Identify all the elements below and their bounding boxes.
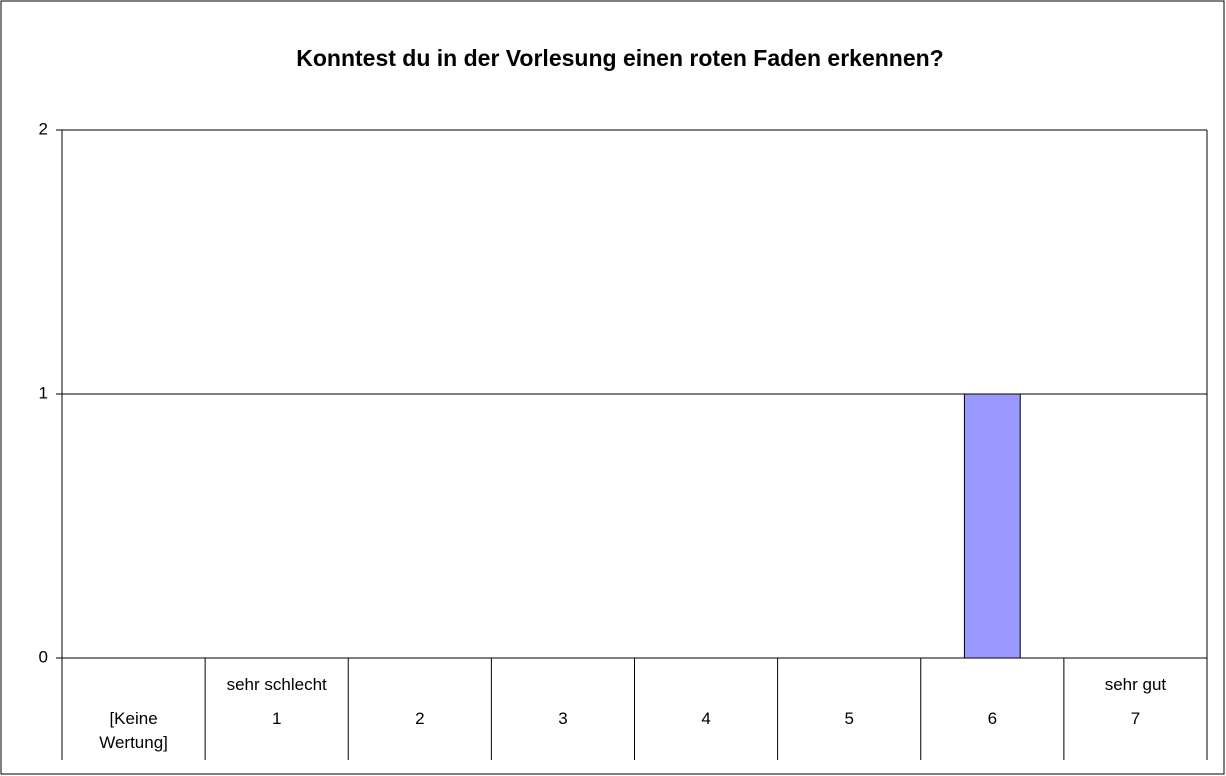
x-tick-label: 5 xyxy=(844,709,853,728)
y-tick-label: 0 xyxy=(39,647,48,666)
x-tick-label: sehr schlecht 1 xyxy=(227,675,327,728)
x-tick-label: [Keine Wertung] xyxy=(99,709,168,752)
y-tick-label: 2 xyxy=(39,119,48,138)
y-tick-label: 1 xyxy=(39,383,48,402)
x-tick-label: 2 xyxy=(415,709,424,728)
x-tick-label: sehr gut 7 xyxy=(1105,675,1167,728)
x-tick-label: 4 xyxy=(701,709,710,728)
x-tick-label: 6 xyxy=(988,709,997,728)
chart-title: Konntest du in der Vorlesung einen roten… xyxy=(296,45,943,71)
x-tick-label: 3 xyxy=(558,709,567,728)
bar xyxy=(963,393,1021,659)
